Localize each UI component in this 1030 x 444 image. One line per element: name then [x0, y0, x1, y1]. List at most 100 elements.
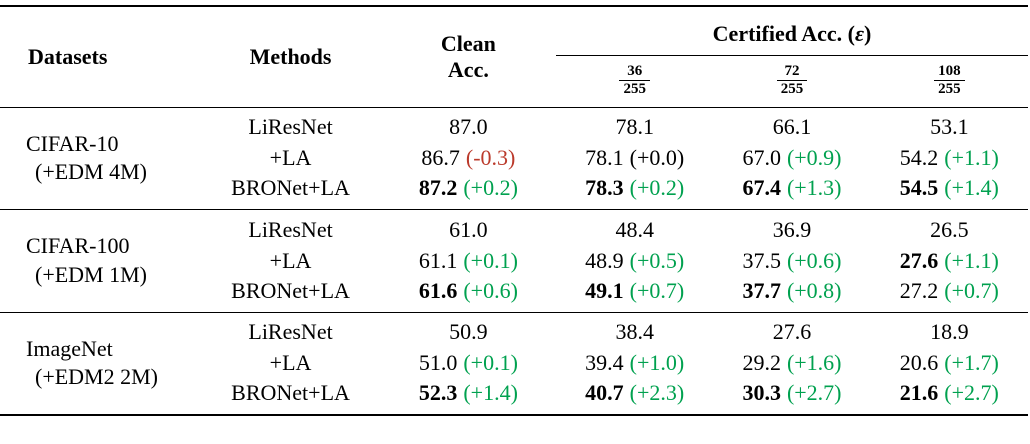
accuracy-value: 18.9	[930, 319, 969, 345]
accuracy-delta: (+0.2)	[629, 175, 685, 201]
accuracy-value: 27.6	[899, 247, 939, 273]
epsilon-fraction: 108 255	[934, 63, 965, 98]
table-row: +LA 86.7 (-0.3) 78.1 (+0.0) 67.0 (+0.9) 54.2 (+1…	[0, 141, 1028, 175]
accuracy-value: 40.7	[585, 380, 624, 406]
accuracy-cell: 78.3 (+0.2)	[556, 175, 713, 210]
method-cell: BRONet+LA	[231, 277, 350, 303]
accuracy-value: 27.2	[899, 277, 939, 303]
accuracy-cell: 36.9	[713, 210, 870, 244]
accuracy-cell: 78.1 (+0.0)	[556, 141, 713, 175]
table-header: Datasets Methods Clean Acc. Certified Ac…	[0, 6, 1028, 108]
fraction-denominator: 255	[623, 80, 646, 97]
fraction-numerator: 108	[934, 63, 965, 81]
accuracy-cell: 30.3 (+2.7)	[713, 380, 870, 415]
accuracy-value: 66.1	[772, 114, 812, 140]
accuracy-cell: 18.9	[871, 312, 1028, 346]
dataset-cell: CIFAR-10 (+EDM 4M)	[0, 107, 200, 210]
accuracy-delta: (+0.5)	[629, 247, 685, 273]
accuracy-delta: (+0.7)	[944, 277, 999, 303]
accuracy-value: 20.6	[899, 350, 939, 376]
method-cell: +LA	[269, 145, 312, 171]
accuracy-value: 26.5	[930, 216, 969, 242]
accuracy-value: 87.2	[418, 175, 458, 201]
accuracy-value: 61.0	[449, 216, 488, 242]
accuracy-value: 78.1	[615, 114, 654, 140]
accuracy-delta: (+2.7)	[786, 380, 842, 406]
fraction-numerator: 36	[619, 63, 650, 81]
accuracy-cell: 87.0	[381, 107, 556, 141]
accuracy-delta: (-0.3)	[465, 145, 516, 171]
accuracy-delta: (+0.9)	[786, 145, 842, 171]
accuracy-cell: 21.6 (+2.7)	[871, 380, 1028, 415]
accuracy-cell: 51.0 (+0.1)	[381, 346, 556, 380]
dataset-name: CIFAR-100	[26, 233, 130, 259]
accuracy-cell: 78.1	[556, 107, 713, 141]
epsilon-fraction: 36 255	[619, 63, 650, 98]
fraction-numerator: 72	[776, 63, 808, 81]
col-header-methods: Methods	[249, 43, 332, 69]
accuracy-cell: 61.0	[381, 210, 556, 244]
method-cell: LiResNet	[248, 114, 333, 140]
col-header-clean-acc: Clean Acc.	[381, 6, 556, 107]
method-cell: +LA	[269, 350, 312, 376]
accuracy-cell: 39.4 (+1.0)	[556, 346, 713, 380]
accuracy-value: 53.1	[930, 114, 969, 140]
accuracy-cell: 40.7 (+2.3)	[556, 380, 713, 415]
table-row: BRONet+LA 61.6 (+0.6) 49.1 (+0.7) 37.7 (+0.8) 2…	[0, 278, 1028, 313]
accuracy-value: 37.5	[742, 247, 781, 273]
accuracy-delta: (+1.1)	[944, 247, 999, 273]
accuracy-cell: 37.5 (+0.6)	[713, 244, 870, 278]
col-header-epsilon-72-255: 72 255	[713, 56, 870, 108]
fraction-denominator: 255	[938, 80, 961, 97]
accuracy-value: 87.0	[449, 114, 488, 140]
accuracy-delta: (+2.7)	[944, 380, 999, 406]
table-row: +LA 61.1 (+0.1) 48.9 (+0.5) 37.5 (+0.6) 27.6 (+1…	[0, 244, 1028, 278]
accuracy-delta: (+0.2)	[463, 175, 518, 201]
accuracy-cell: 48.4	[556, 210, 713, 244]
dataset-name: CIFAR-10	[26, 130, 119, 156]
accuracy-delta: (+1.4)	[944, 175, 999, 201]
accuracy-cell: 87.2 (+0.2)	[381, 175, 556, 210]
accuracy-value: 48.4	[615, 216, 654, 242]
dataset-cell: CIFAR-100 (+EDM 1M)	[0, 210, 200, 313]
accuracy-cell: 61.1 (+0.1)	[381, 244, 556, 278]
accuracy-delta: (+1.3)	[786, 175, 842, 201]
accuracy-delta: (+1.1)	[944, 145, 999, 171]
accuracy-cell: 61.6 (+0.6)	[381, 278, 556, 313]
accuracy-delta: (+0.6)	[463, 277, 518, 303]
method-cell: LiResNet	[248, 216, 333, 242]
accuracy-delta: (+0.1)	[463, 350, 518, 376]
accuracy-value: 52.3	[418, 380, 458, 406]
dataset-cell: ImageNet (+EDM2 2M)	[0, 312, 200, 415]
accuracy-value: 86.7	[421, 145, 460, 171]
table-row: CIFAR-10 (+EDM 4M) LiResNet 87.0 78.1 66.1 53.…	[0, 107, 1028, 184]
header-row-1: Datasets Methods Clean Acc. Certified Ac…	[0, 6, 1028, 82]
accuracy-cell: 27.6 (+1.1)	[871, 244, 1028, 278]
accuracy-cell: 50.9	[381, 312, 556, 346]
accuracy-cell: 54.2 (+1.1)	[871, 141, 1028, 175]
col-header-datasets: Datasets	[28, 43, 108, 69]
table-row: ImageNet (+EDM2 2M) LiResNet 50.9 38.4 27.6 18…	[0, 312, 1028, 389]
accuracy-cell: 86.7 (-0.3)	[381, 141, 556, 175]
accuracy-value: 27.6	[772, 319, 812, 345]
accuracy-delta: (+1.6)	[786, 350, 842, 376]
accuracy-value: 54.5	[899, 175, 939, 201]
col-header-epsilon-108-255: 108 255	[871, 56, 1028, 108]
accuracy-cell: 49.1 (+0.7)	[556, 278, 713, 313]
certified-acc-suffix: )	[864, 21, 872, 46]
dataset-extra-data: (+EDM 1M)	[35, 261, 148, 287]
accuracy-cell: 48.9 (+0.5)	[556, 244, 713, 278]
epsilon-symbol: ε	[855, 21, 865, 46]
dataset-extra-data: (+EDM 4M)	[35, 159, 148, 185]
accuracy-cell: 20.6 (+1.7)	[871, 346, 1028, 380]
table-row: +LA 51.0 (+0.1) 39.4 (+1.0) 29.2 (+1.6) 20.6 (+1…	[0, 346, 1028, 380]
method-cell: BRONet+LA	[231, 175, 350, 201]
col-header-certified-acc: Certified Acc. (ε)	[556, 6, 1028, 56]
accuracy-value: 38.4	[615, 319, 654, 345]
accuracy-value: 50.9	[449, 319, 488, 345]
results-table: Datasets Methods Clean Acc. Certified Ac…	[0, 5, 1028, 417]
clean-acc-line2: Acc.	[447, 56, 489, 82]
table-row: CIFAR-100 (+EDM 1M) LiResNet 61.0 48.4 36.9 26…	[0, 210, 1028, 287]
accuracy-value: 49.1	[585, 277, 624, 303]
accuracy-value: 61.1	[418, 247, 458, 273]
